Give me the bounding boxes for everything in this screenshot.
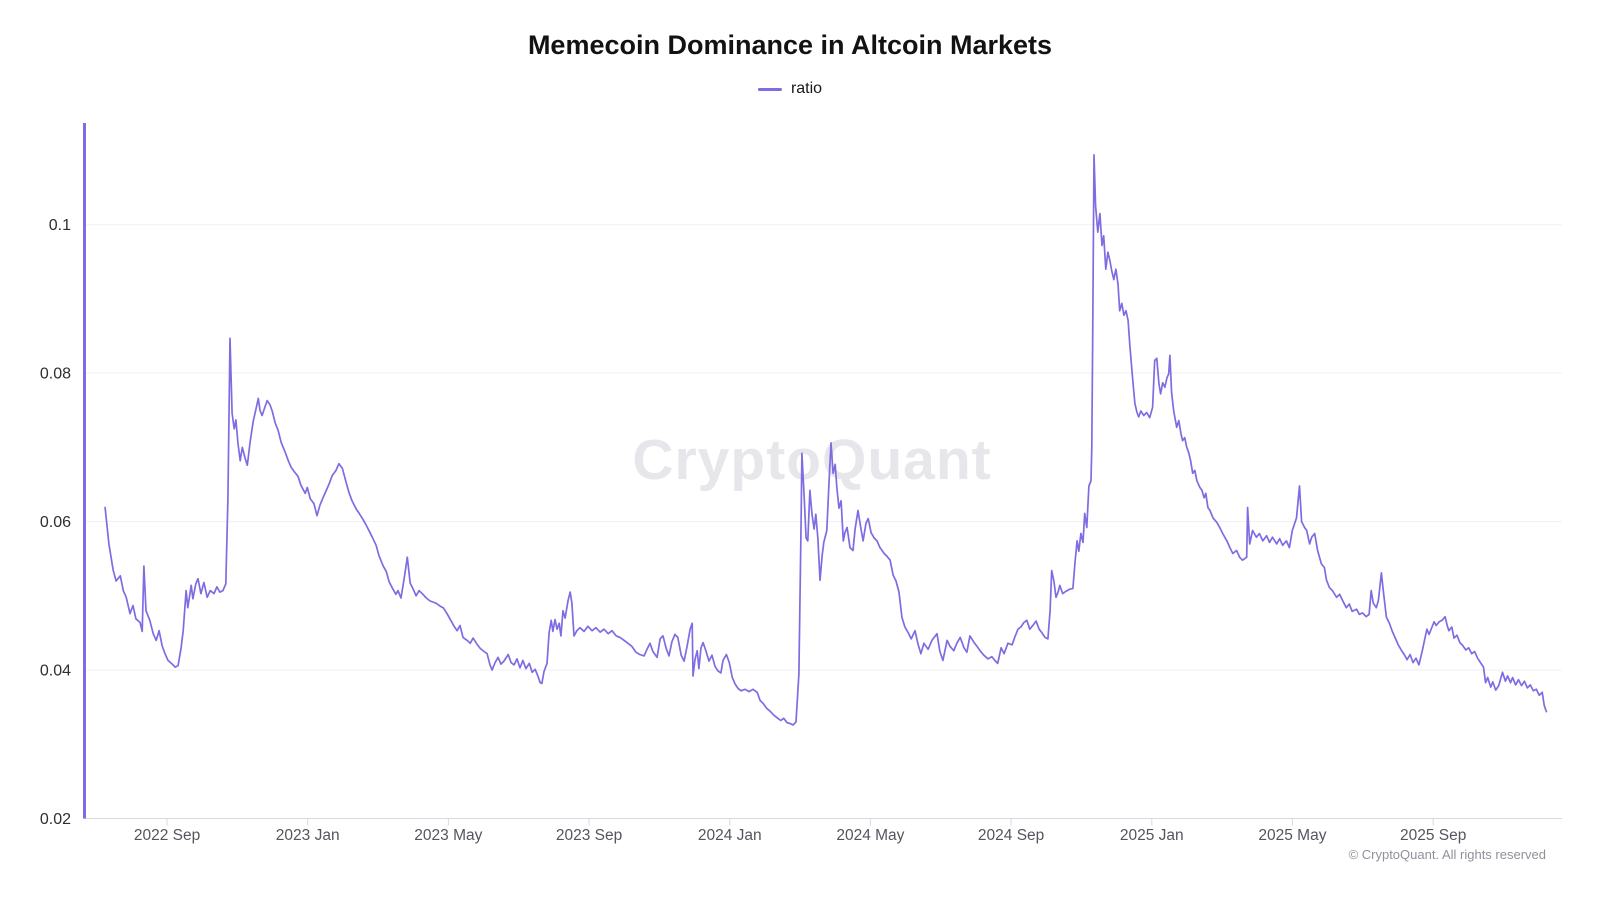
x-tick-label: 2025 May bbox=[1258, 827, 1326, 844]
y-tick-label: 0.02 bbox=[40, 811, 71, 828]
x-tick-label: 2024 Sep bbox=[978, 827, 1044, 844]
legend-label: ratio bbox=[790, 80, 823, 97]
x-tick-label: 2025 Jan bbox=[1120, 827, 1184, 844]
x-tick-label: 2023 Sep bbox=[556, 827, 622, 844]
y-tick-label: 0.1 bbox=[49, 217, 71, 234]
ratio-series-line[interactable] bbox=[104, 154, 1548, 726]
y-tick-label: 0.04 bbox=[40, 663, 71, 680]
x-tick-label: 2025 Sep bbox=[1400, 827, 1466, 844]
x-tick-label: 2024 May bbox=[836, 827, 904, 844]
x-tick-label: 2024 Jan bbox=[698, 827, 762, 844]
y-tick-label: 0.08 bbox=[40, 366, 71, 383]
x-tick-label: 2023 Jan bbox=[276, 827, 340, 844]
chart-title: Memecoin Dominance in Altcoin Markets bbox=[527, 30, 1053, 60]
cryptoquant-watermark: CryptoQuant bbox=[632, 428, 992, 492]
legend[interactable]: ratio bbox=[757, 80, 823, 98]
y-tick-label: 0.06 bbox=[40, 514, 71, 531]
legend-line-marker bbox=[757, 87, 782, 91]
x-tick-label: 2022 Sep bbox=[134, 827, 200, 844]
copyright-notice: © CryptoQuant. All rights reserved bbox=[1348, 847, 1546, 862]
x-tick-label: 2023 May bbox=[414, 827, 482, 844]
